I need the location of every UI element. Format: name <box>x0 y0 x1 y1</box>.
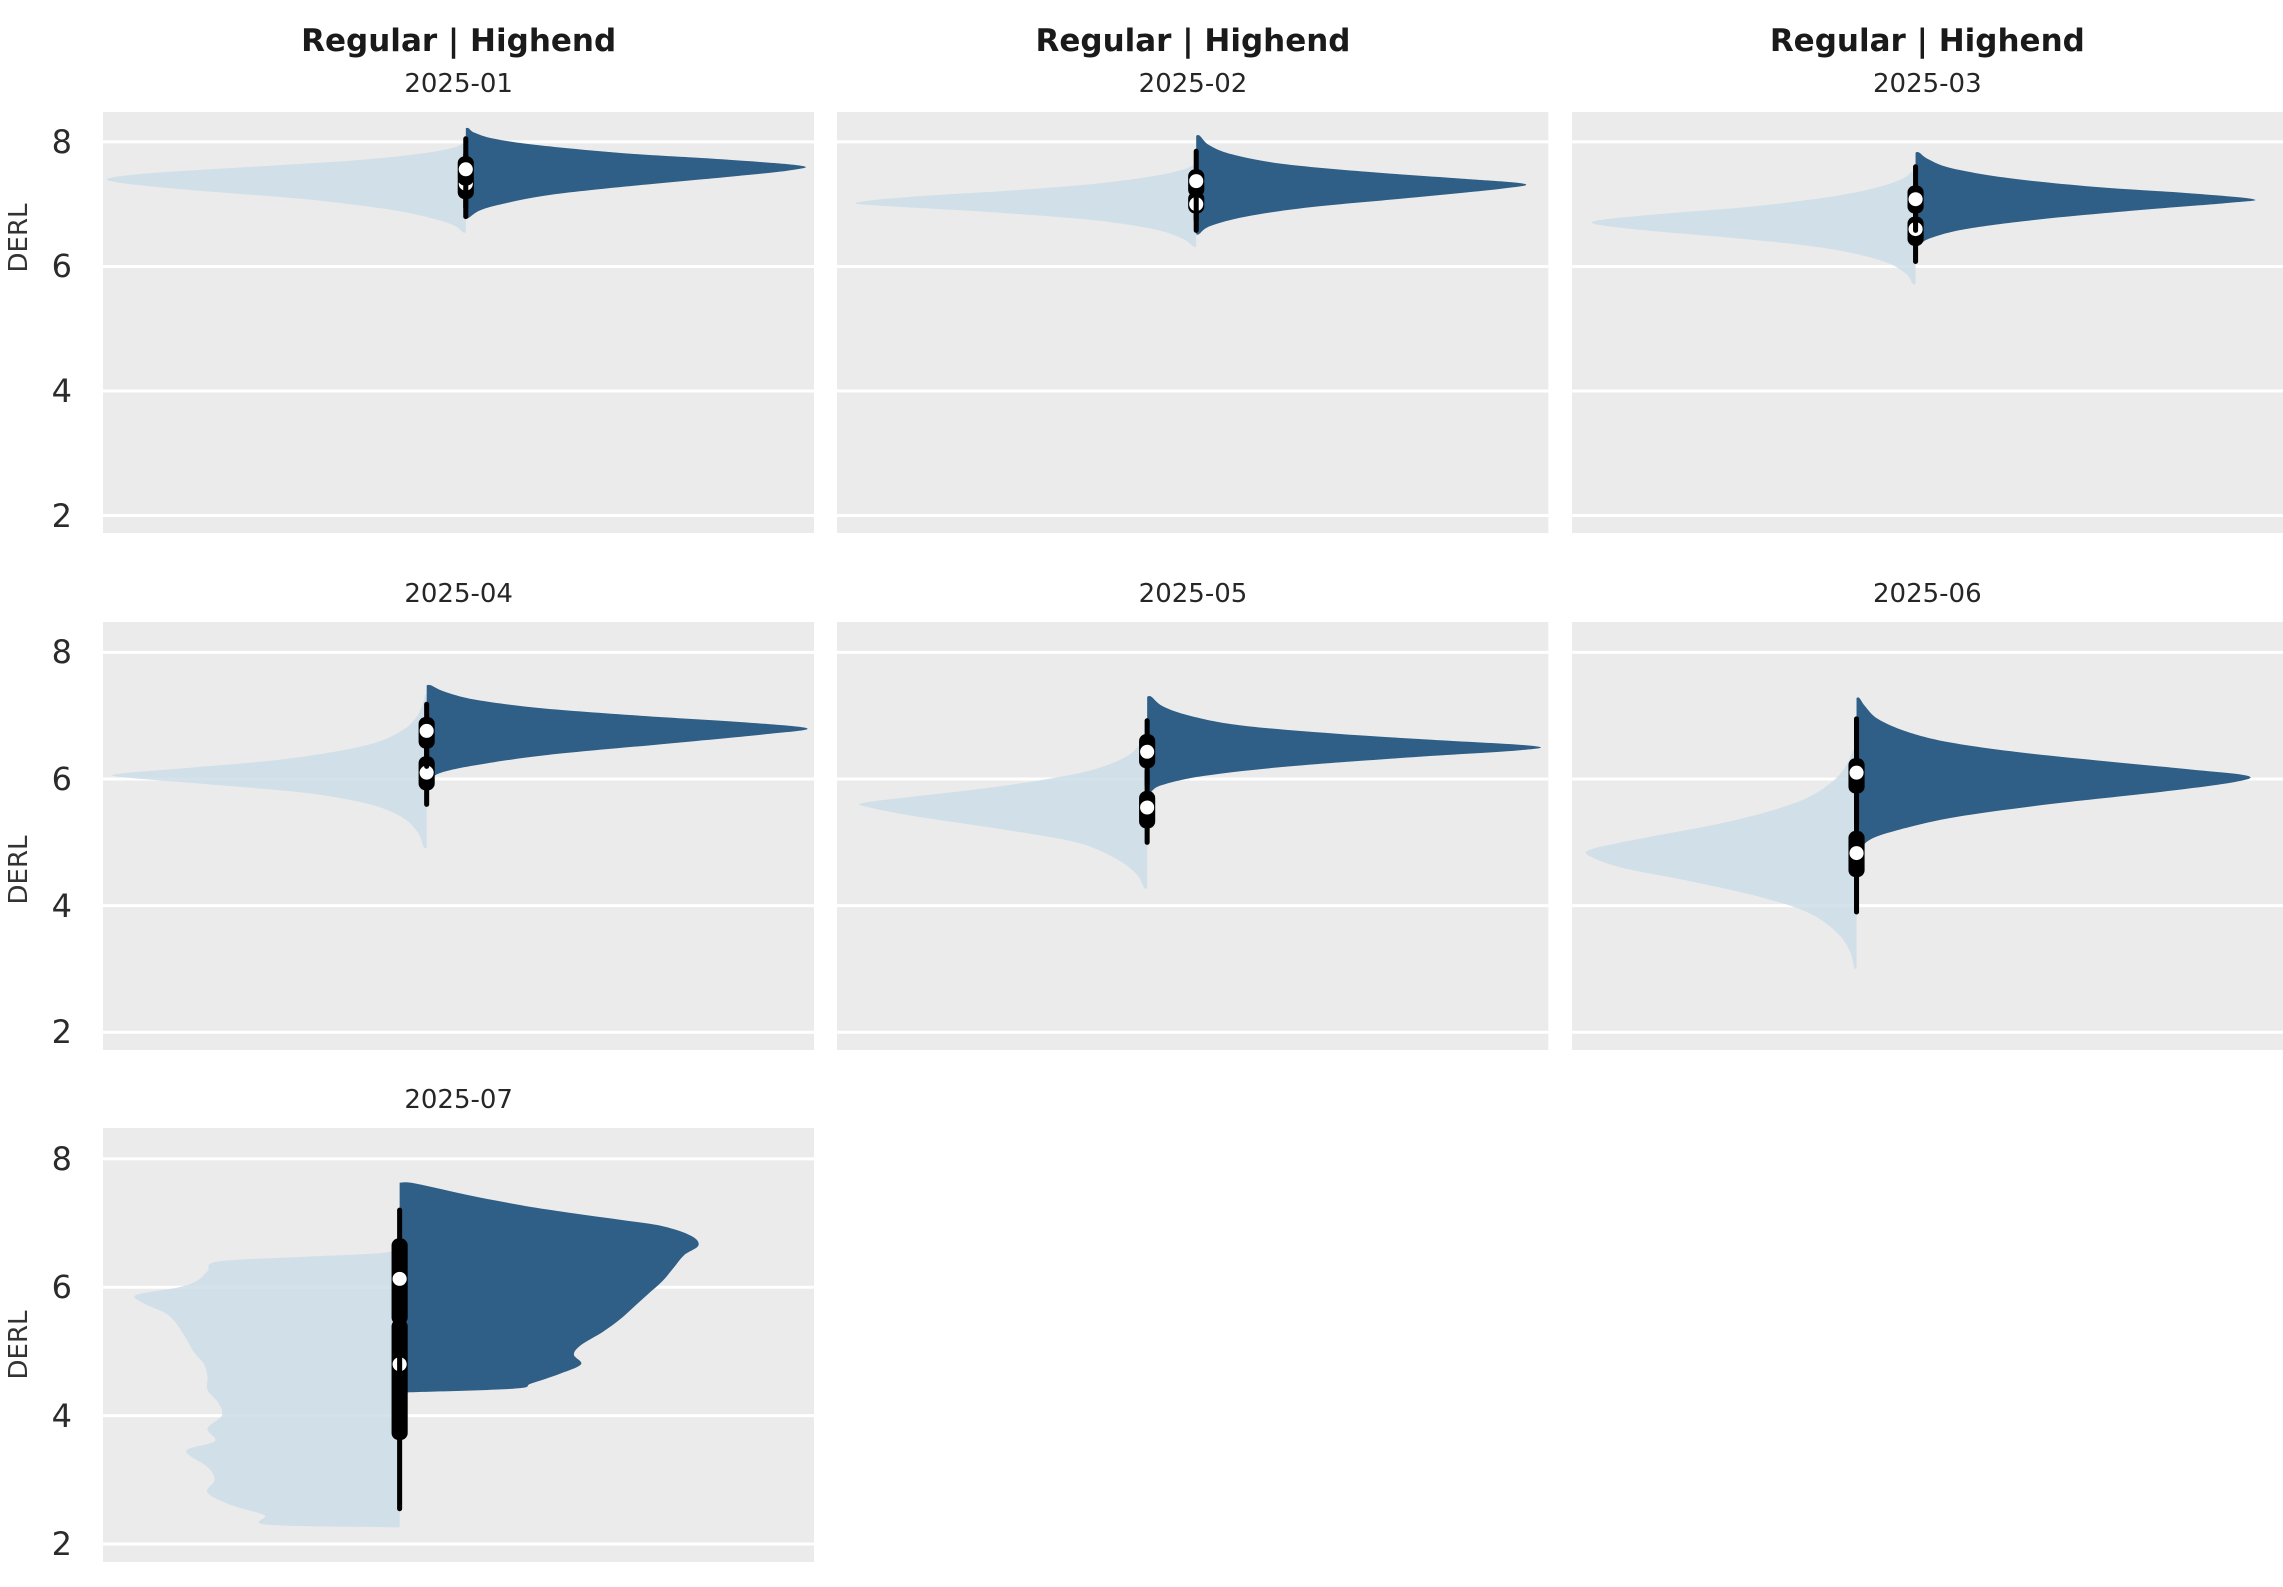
iqr-box <box>391 1319 408 1441</box>
facet-subtitle: 2025-01 <box>404 68 513 99</box>
violin-regular <box>1585 749 1857 969</box>
y-tick-2: 2 <box>51 1525 72 1564</box>
facet-panel-2025-06 <box>1571 622 2283 1050</box>
median-dot <box>1849 765 1864 780</box>
y-tick-6: 6 <box>51 1268 72 1307</box>
violin-highend <box>1856 697 2251 851</box>
facet-panel-2025-04 <box>103 622 815 1050</box>
facet-subtitle: 2025-04 <box>404 578 513 609</box>
facet-subtitle: 2025-02 <box>1138 68 1248 99</box>
violin-regular <box>134 1251 409 1528</box>
median-dot <box>1849 846 1864 861</box>
y-tick-8: 8 <box>51 122 72 161</box>
facet-svg-2025-01 <box>103 112 815 533</box>
facet-svg-2025-03 <box>1571 112 2283 533</box>
facet-subtitle: 2025-07 <box>404 1084 513 1115</box>
y-axis-row-2: DERL 8 6 4 2 <box>0 622 80 1050</box>
facet-header-2025-03: Regular | Highend 2025-03 <box>1572 0 2283 112</box>
panel-background <box>103 622 815 1050</box>
facet-subtitle: 2025-03 <box>1873 68 1982 99</box>
y-tick-8: 8 <box>51 1139 72 1178</box>
facet-svg-2025-04 <box>103 622 815 1050</box>
facet-subtitle: 2025-05 <box>1138 578 1248 609</box>
boxplot-highend <box>391 1207 408 1380</box>
boxplot-highend <box>418 701 435 769</box>
y-tick-2: 2 <box>51 496 72 535</box>
violin-highend <box>392 1182 699 1393</box>
violin-regular <box>1591 171 1916 285</box>
col-title: Regular | Highend <box>1035 23 1351 60</box>
violin-highend <box>426 684 808 781</box>
y-tick-6: 6 <box>51 247 72 286</box>
violin-highend <box>1915 151 2256 247</box>
median-dot <box>1908 192 1923 207</box>
facet-header-2025-05: 2025-05 <box>837 533 1548 622</box>
boxplot-highend <box>457 136 474 210</box>
violin-highend <box>1196 134 1527 235</box>
y-tick-4: 4 <box>51 371 72 410</box>
median-dot <box>392 1271 407 1286</box>
facet-svg-2025-05 <box>837 622 1549 1050</box>
col-title: Regular | Highend <box>1769 23 2085 60</box>
y-tick-4: 4 <box>51 1396 72 1435</box>
panel-background <box>837 622 1549 1050</box>
facet-panel-2025-03 <box>1571 112 2283 533</box>
y-tick-8: 8 <box>51 633 72 672</box>
facet-header-2025-06: 2025-06 <box>1572 533 2283 622</box>
facet-svg-2025-02 <box>837 112 1549 533</box>
boxplot-highend <box>1848 716 1865 826</box>
facet-subtitle: 2025-06 <box>1873 578 1982 609</box>
violin-highend <box>465 127 806 219</box>
median-dot <box>458 162 473 177</box>
median-dot <box>1140 744 1155 759</box>
violin-regular <box>111 694 427 849</box>
median-dot <box>1140 800 1155 815</box>
y-tick-6: 6 <box>51 760 72 799</box>
violin-regular <box>859 735 1148 889</box>
y-tick-2: 2 <box>51 1013 72 1052</box>
violin-highend <box>1147 695 1542 794</box>
median-dot <box>419 765 434 780</box>
facet-panel-2025-07 <box>103 1128 815 1562</box>
y-axis-label: DERL <box>4 835 34 905</box>
violin-regular <box>106 143 466 233</box>
facet-panel-2025-01 <box>103 112 815 533</box>
facet-header-2025-04: 2025-04 <box>103 533 814 622</box>
y-axis-row-1: DERL 8 6 4 2 <box>0 112 80 533</box>
y-tick-4: 4 <box>51 886 72 925</box>
boxplot-highend <box>1188 148 1205 223</box>
y-axis-row-3: DERL 8 6 4 2 <box>0 1128 80 1562</box>
col-title: Regular | Highend <box>301 23 617 60</box>
boxplot-highend <box>1139 718 1156 788</box>
facet-svg-2025-07 <box>103 1128 815 1562</box>
y-axis-label: DERL <box>4 1310 34 1380</box>
facet-header-2025-07: 2025-07 <box>103 1050 814 1128</box>
facet-svg-2025-06 <box>1571 622 2283 1050</box>
median-dot <box>1189 174 1204 189</box>
facet-panel-2025-02 <box>837 112 1549 533</box>
y-axis-label: DERL <box>4 203 34 273</box>
boxplot-highend <box>1907 164 1924 233</box>
facet-panel-2025-05 <box>837 622 1549 1050</box>
facet-header-2025-01: Regular | Highend 2025-01 <box>103 0 814 112</box>
facet-header-2025-02: Regular | Highend 2025-02 <box>837 0 1548 112</box>
violin-regular <box>855 165 1197 248</box>
median-dot <box>419 723 434 738</box>
